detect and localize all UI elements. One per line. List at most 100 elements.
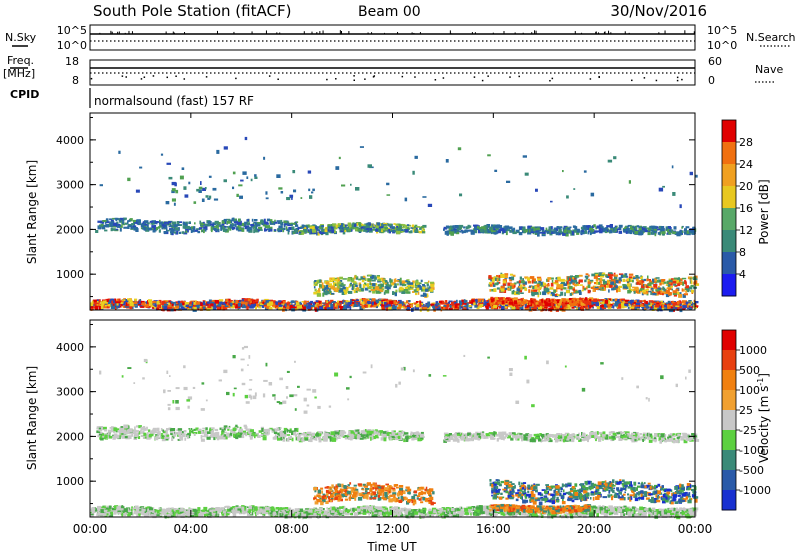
data-cell	[107, 298, 111, 301]
data-cell	[430, 284, 435, 288]
data-cell	[167, 221, 170, 225]
data-cell	[355, 284, 358, 288]
data-cell	[655, 277, 660, 279]
data-cell	[212, 302, 215, 305]
data-cell	[426, 295, 429, 298]
data-cell	[550, 294, 554, 296]
data-cell	[174, 227, 179, 231]
data-cell	[686, 304, 689, 308]
data-cell	[572, 302, 577, 306]
data-cell	[177, 300, 181, 304]
data-cell	[551, 298, 555, 302]
data-cell	[677, 279, 681, 283]
data-cell	[619, 302, 623, 306]
data-cell	[124, 299, 129, 302]
data-cell	[563, 299, 566, 303]
data-cell	[690, 280, 693, 285]
data-cell	[569, 275, 573, 279]
data-cell	[561, 305, 566, 308]
data-cell	[367, 222, 371, 226]
data-cell	[533, 227, 536, 232]
data-cell	[617, 301, 621, 304]
data-cell	[367, 274, 372, 277]
data-cell	[359, 306, 364, 310]
data-cell	[405, 280, 408, 282]
data-cell	[564, 292, 566, 297]
data-cell	[351, 303, 354, 306]
data-cell	[112, 217, 115, 220]
data-cell	[366, 222, 369, 225]
data-cell	[376, 276, 380, 279]
data-cell	[690, 285, 694, 288]
data-cell	[562, 227, 565, 231]
data-cell	[562, 232, 566, 236]
data-cell	[578, 298, 583, 300]
data-cell	[477, 298, 482, 303]
data-cell	[230, 304, 235, 309]
data-cell	[151, 223, 154, 226]
data-cell	[556, 284, 561, 288]
data-cell	[599, 227, 602, 231]
data-cell	[533, 228, 539, 232]
data-cell	[198, 189, 202, 193]
data-cell	[653, 301, 657, 304]
data-cell	[673, 283, 677, 286]
data-cell	[338, 306, 344, 308]
data-cell	[154, 303, 159, 307]
data-cell	[469, 306, 473, 309]
data-cell	[404, 287, 408, 290]
data-cell	[650, 287, 654, 290]
data-cell	[266, 305, 271, 309]
data-cell	[314, 281, 317, 284]
freq-trace	[90, 67, 695, 82]
data-cell	[465, 226, 469, 230]
data-cell	[328, 288, 331, 292]
data-cell	[291, 231, 294, 235]
data-cell	[292, 304, 295, 308]
data-cell	[353, 302, 357, 305]
data-cell	[118, 306, 122, 308]
data-cell	[507, 286, 510, 288]
data-cell	[355, 276, 359, 280]
data-cell	[455, 231, 460, 235]
data-cell	[333, 305, 338, 309]
data-cell	[391, 226, 395, 230]
data-cell	[491, 301, 496, 305]
data-cell	[192, 229, 195, 233]
data-cell	[401, 291, 406, 294]
data-cell	[688, 286, 693, 290]
data-cell	[389, 300, 394, 305]
data-cell	[307, 224, 310, 228]
data-cell	[429, 514, 432, 517]
data-cell	[253, 221, 257, 224]
data-cell	[500, 273, 505, 277]
data-cell	[417, 282, 422, 284]
data-cell	[688, 303, 691, 306]
data-cell	[603, 227, 608, 231]
data-cell	[397, 301, 400, 303]
data-cell	[505, 301, 508, 303]
data-cell	[345, 226, 349, 231]
data-cell	[322, 293, 325, 297]
freq-label: Freq.	[7, 54, 34, 67]
data-cell	[92, 306, 97, 308]
data-cell	[101, 302, 105, 306]
data-cell	[328, 230, 331, 233]
data-cell	[139, 299, 141, 301]
data-cell	[416, 282, 420, 285]
data-cell	[553, 227, 556, 231]
data-cell	[188, 221, 191, 223]
data-cell	[379, 226, 384, 229]
data-cell	[594, 272, 599, 276]
data-cell	[576, 231, 580, 235]
data-cell	[502, 229, 505, 234]
data-cell	[297, 303, 299, 305]
data-cell	[496, 225, 499, 229]
data-cell	[189, 306, 192, 309]
data-cell	[351, 280, 355, 283]
data-cell	[238, 218, 241, 223]
data-cell	[666, 287, 669, 290]
data-cell	[528, 513, 530, 517]
data-cell	[351, 287, 354, 290]
data-cell	[446, 232, 449, 236]
